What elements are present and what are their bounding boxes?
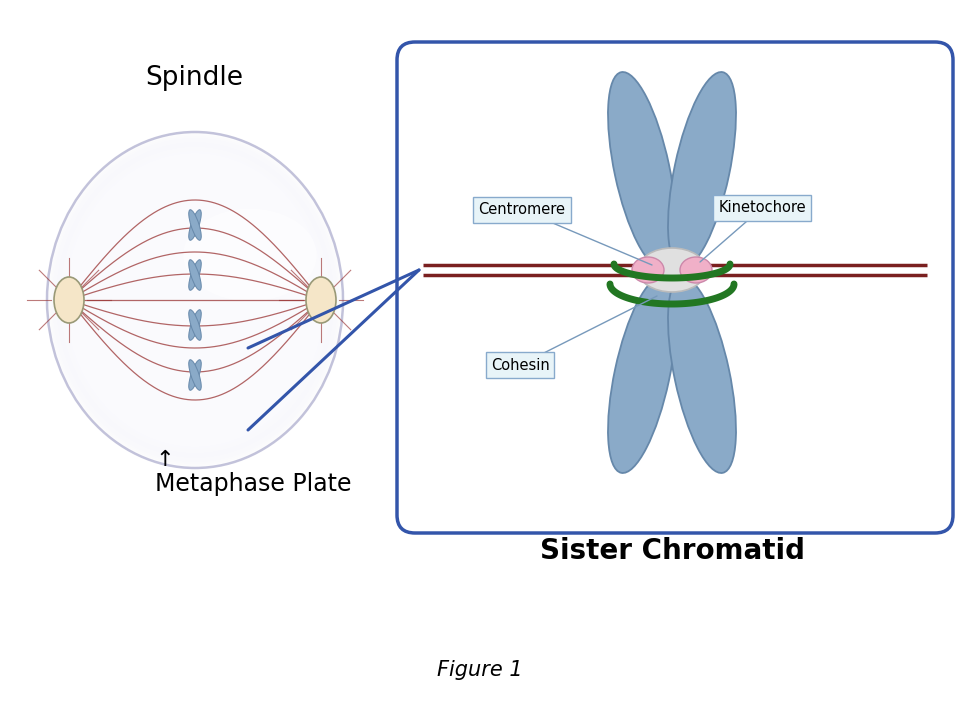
Text: Figure 1: Figure 1 <box>437 660 523 680</box>
Ellipse shape <box>57 143 334 457</box>
Ellipse shape <box>189 310 202 341</box>
Ellipse shape <box>189 260 202 290</box>
Ellipse shape <box>63 151 326 449</box>
Ellipse shape <box>53 138 338 462</box>
Ellipse shape <box>47 132 343 468</box>
Ellipse shape <box>632 257 664 283</box>
Text: Sister Chromatid: Sister Chromatid <box>540 537 804 565</box>
Ellipse shape <box>189 360 202 390</box>
Text: Centromere: Centromere <box>478 202 565 217</box>
Ellipse shape <box>55 140 336 459</box>
Text: Spindle: Spindle <box>145 65 243 91</box>
Ellipse shape <box>189 360 202 390</box>
Ellipse shape <box>54 277 84 323</box>
Ellipse shape <box>680 257 712 283</box>
Ellipse shape <box>608 277 676 473</box>
Ellipse shape <box>67 155 323 445</box>
Ellipse shape <box>60 147 330 454</box>
Ellipse shape <box>59 145 332 455</box>
Ellipse shape <box>51 136 339 464</box>
Text: ↑: ↑ <box>155 450 174 470</box>
Ellipse shape <box>47 132 343 468</box>
Ellipse shape <box>668 72 736 268</box>
Ellipse shape <box>189 310 202 341</box>
Ellipse shape <box>638 248 706 292</box>
Ellipse shape <box>183 209 317 301</box>
Ellipse shape <box>608 72 676 268</box>
Text: Kinetochore: Kinetochore <box>718 200 805 215</box>
FancyBboxPatch shape <box>397 42 953 533</box>
Ellipse shape <box>61 149 328 451</box>
Ellipse shape <box>189 260 202 290</box>
Ellipse shape <box>65 153 324 447</box>
Ellipse shape <box>49 134 341 466</box>
Ellipse shape <box>189 210 202 240</box>
Text: Cohesin: Cohesin <box>491 358 549 372</box>
Ellipse shape <box>306 277 336 323</box>
Ellipse shape <box>668 277 736 473</box>
Text: Metaphase Plate: Metaphase Plate <box>155 472 351 496</box>
Ellipse shape <box>189 210 202 240</box>
